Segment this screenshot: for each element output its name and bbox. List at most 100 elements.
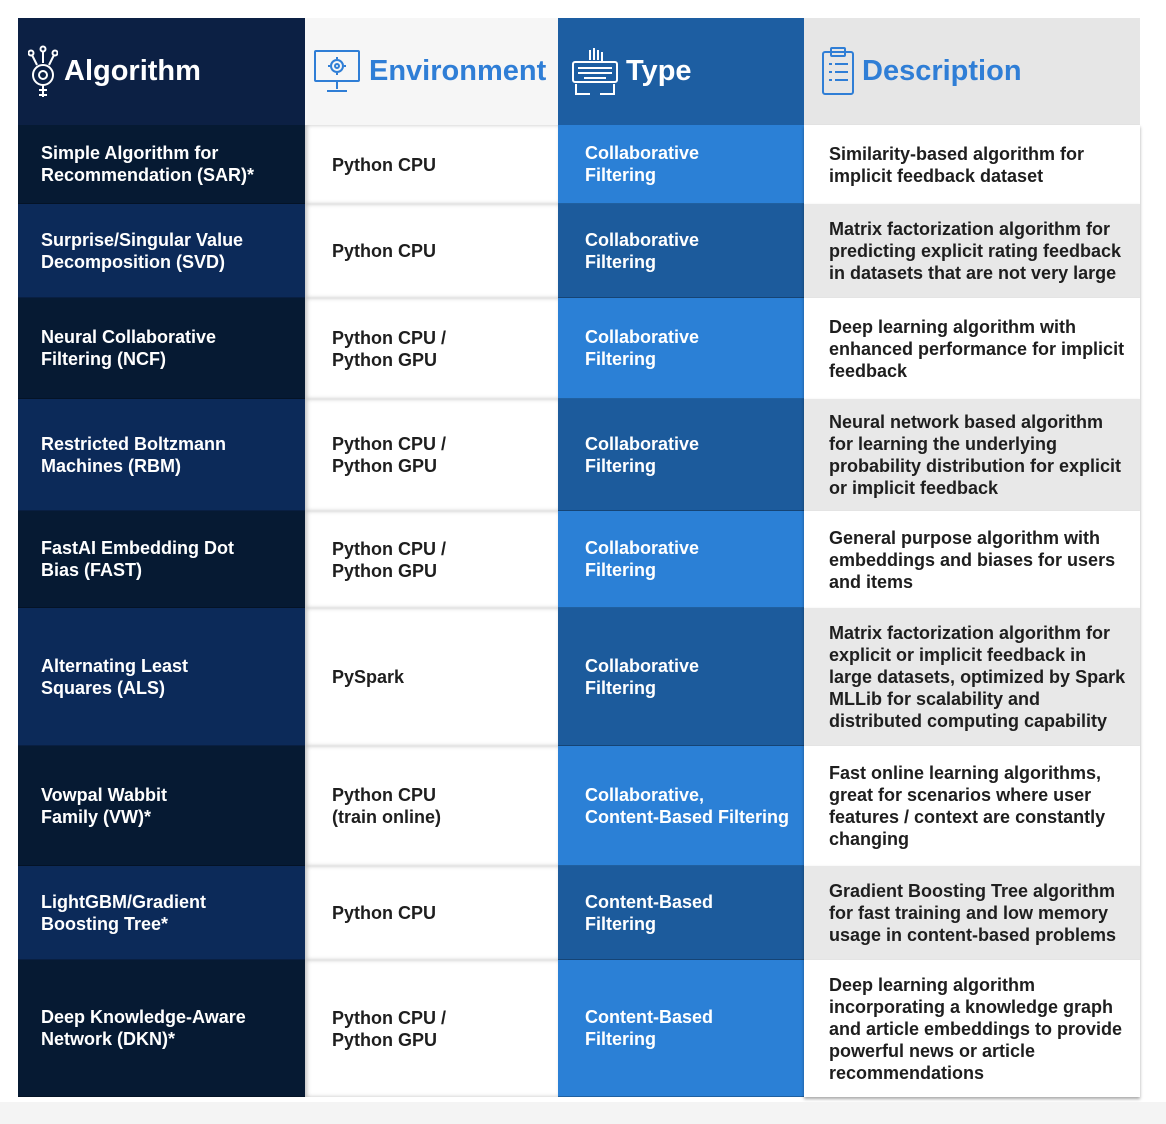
cell-type-line: Filtering [585, 1029, 656, 1049]
clipboard-icon [820, 46, 856, 98]
page-footer-band [0, 1102, 1166, 1124]
cell-description-line: Deep learning algorithm with [829, 316, 1077, 337]
cell-description-line: for learning the underlying [829, 434, 1058, 454]
cell-environment: Python CPU / Python GPU [305, 399, 558, 511]
cell-algorithm-line: LightGBM/Gradient [41, 891, 206, 912]
table-body: Simple Algorithm for Recommendation (SAR)… [18, 125, 1140, 1097]
cell-environment: Python CPU (train online) [305, 746, 558, 866]
cell-description-line: features / context are constantly [829, 807, 1106, 827]
cell-environment-line: Python CPU / [332, 434, 447, 454]
cell-type-text: Collaborative Filtering [585, 229, 699, 273]
cell-description-line: large datasets, optimized by Spark [829, 667, 1126, 687]
cell-description-line: recommendations [829, 1062, 985, 1083]
cell-environment: Python CPU / Python GPU [305, 298, 558, 399]
table-row: FastAI Embedding Dot Bias (FAST) Python CP… [18, 511, 1140, 608]
cell-algorithm-text: Restricted Boltzmann Machines (RBM) [41, 433, 226, 477]
cell-description-line: in datasets that are not very large [829, 263, 1117, 283]
cell-description-text: Fast online learning algorithms, great fo… [829, 762, 1105, 850]
cell-environment: Python CPU [305, 125, 558, 204]
cell-environment: Python CPU [305, 866, 558, 960]
cell-type-line: Collaborative, [585, 784, 705, 805]
cell-algorithm-line: FastAI Embedding Dot [41, 538, 234, 558]
cell-type: Content-Based Filtering [558, 866, 804, 960]
cell-algorithm-line: Family (VW)* [41, 806, 152, 827]
cell-algorithm-line: Filtering (NCF) [41, 349, 166, 369]
cell-type-line: Collaborative [585, 229, 700, 250]
cell-description-line: Deep learning algorithm [829, 974, 1036, 995]
cell-type: Collaborative, Content-Based Filtering [558, 746, 804, 866]
cell-environment: Python CPU / Python GPU [305, 511, 558, 608]
cell-description-text: Matrix factorization algorithm for predic… [829, 218, 1121, 284]
cell-environment-line: Python CPU [332, 903, 437, 923]
cell-type-text: Collaborative Filtering [585, 537, 699, 581]
cell-description-text: Deep learning algorithm incorporating a k… [829, 974, 1122, 1084]
cell-environment: PySpark [305, 608, 558, 746]
cell-type-text: Content-Based Filtering [585, 1006, 713, 1050]
cell-type-text: Collaborative Filtering [585, 326, 699, 370]
cell-algorithm: Surprise/Singular Value Decomposition (SV… [18, 204, 305, 298]
cell-description-line: predicting explicit rating feedback [829, 241, 1122, 261]
cell-description: Fast online learning algorithms, great fo… [804, 746, 1140, 866]
cell-environment-line: Python GPU [332, 456, 438, 476]
cell-description: Neural network based algorithm for learni… [804, 399, 1140, 511]
cell-description-line: probability distribution for explicit [829, 456, 1122, 476]
cell-type-line: Filtering [585, 455, 656, 476]
cell-description-text: Neural network based algorithm for learni… [829, 411, 1121, 499]
header-environment: Environment [305, 18, 558, 125]
cell-type-line: Content-Based [585, 891, 714, 912]
cell-type-line: Filtering [585, 165, 656, 185]
cell-type-line: Content-Based Filtering [585, 806, 790, 827]
cell-environment-text: Python CPU / Python GPU [332, 538, 446, 582]
cell-algorithm-line: Recommendation (SAR)* [41, 165, 255, 185]
cell-algorithm-line: Machines (RBM) [41, 455, 182, 476]
cell-description-line: great for scenarios where user [829, 785, 1092, 805]
cell-description: Similarity-based algorithm for implicit f… [804, 125, 1140, 204]
cell-algorithm: LightGBM/Gradient Boosting Tree* [18, 866, 305, 960]
cell-description-text: Deep learning algorithm with enhanced per… [829, 316, 1124, 382]
header-type: Type [558, 18, 804, 125]
cell-algorithm: Vowpal Wabbit Family (VW)* [18, 746, 305, 866]
cell-environment-text: Python CPU / Python GPU [332, 1007, 446, 1051]
table-row: Alternating Least Squares (ALS) PySpark Col… [18, 608, 1140, 746]
cell-description-line: usage in content-based problems [829, 925, 1117, 945]
monitor-gear-icon [313, 47, 363, 97]
cell-description-line: incorporating a knowledge graph [829, 996, 1114, 1017]
cell-type-line: Filtering [585, 677, 656, 698]
cell-algorithm-text: Alternating Least Squares (ALS) [41, 655, 188, 699]
cell-environment-text: Python CPU [332, 154, 436, 176]
cell-description-line: and items [829, 571, 914, 592]
cell-type-text: Content-Based Filtering [585, 891, 713, 935]
cell-description-line: feedback [829, 360, 908, 381]
cell-type: Content-Based Filtering [558, 960, 804, 1097]
cell-type-line: Filtering [585, 560, 656, 580]
cell-description-text: Gradient Boosting Tree algorithm for fast… [829, 880, 1116, 946]
cell-description-line: distributed computing capability [829, 711, 1108, 731]
cell-environment-text: Python CPU / Python GPU [332, 327, 446, 371]
cell-type: Collaborative Filtering [558, 511, 804, 608]
cell-type-text: Collaborative Filtering [585, 142, 699, 186]
cell-description: General purpose algorithm with embeddings… [804, 511, 1140, 608]
cell-description: Gradient Boosting Tree algorithm for fast… [804, 866, 1140, 960]
cell-type-line: Filtering [585, 913, 656, 934]
cell-type-line: Content-Based [585, 1007, 714, 1027]
cell-algorithm-text: FastAI Embedding Dot Bias (FAST) [41, 537, 234, 581]
header-type-label: Type [626, 55, 692, 87]
cell-description-line: explicit or implicit feedback in [829, 645, 1087, 665]
cell-algorithm-line: Network (DKN)* [41, 1029, 176, 1049]
table-row: Vowpal Wabbit Family (VW)* Python CPU (trai… [18, 746, 1140, 866]
table-header: Algorithm Environment [18, 18, 1140, 125]
cell-algorithm-line: Surprise/Singular Value [41, 229, 244, 250]
cell-description: Matrix factorization algorithm for explic… [804, 608, 1140, 746]
cell-algorithm-line: Vowpal Wabbit [41, 784, 167, 805]
cell-algorithm: Restricted Boltzmann Machines (RBM) [18, 399, 305, 511]
cell-algorithm-text: Simple Algorithm for Recommendation (SAR)… [41, 142, 254, 186]
brain-gear-icon [28, 43, 58, 101]
header-algorithm-label: Algorithm [64, 55, 201, 87]
cell-description-line: Similarity-based algorithm for [829, 143, 1085, 164]
cell-algorithm-text: Vowpal Wabbit Family (VW)* [41, 784, 167, 828]
cell-description-line: and article embeddings to provide [829, 1018, 1123, 1039]
cell-algorithm-line: Bias (FAST) [41, 560, 143, 580]
cell-description-line: embeddings and biases for users [829, 549, 1116, 570]
cell-description-line: Fast online learning algorithms, [829, 763, 1102, 783]
cell-type-line: Filtering [585, 349, 656, 369]
